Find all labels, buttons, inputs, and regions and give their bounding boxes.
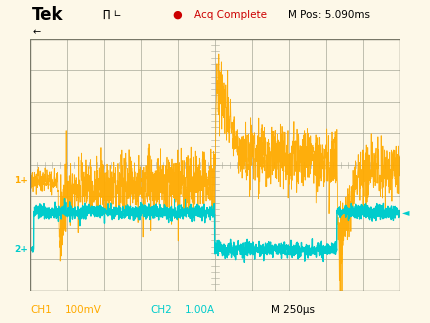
Text: 1+: 1+ <box>14 176 28 185</box>
Text: CH2: CH2 <box>150 305 172 315</box>
Text: ●: ● <box>172 10 182 19</box>
Text: M 250μs: M 250μs <box>271 305 315 315</box>
Text: ∏ ∟: ∏ ∟ <box>103 9 122 18</box>
Text: ◄: ◄ <box>402 207 409 217</box>
Text: Acq Complete: Acq Complete <box>194 10 267 19</box>
Text: M Pos: 5.090ms: M Pos: 5.090ms <box>288 10 370 19</box>
Text: 1.00A: 1.00A <box>185 305 215 315</box>
Text: 2+: 2+ <box>14 245 28 254</box>
Text: Tek: Tek <box>32 5 64 24</box>
Text: CH1: CH1 <box>30 305 52 315</box>
Text: 100mV: 100mV <box>64 305 101 315</box>
Text: ←: ← <box>32 27 40 37</box>
